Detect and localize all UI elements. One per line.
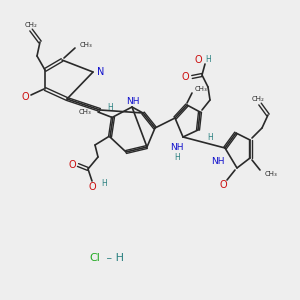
Text: NH: NH [170, 143, 184, 152]
Text: NH: NH [211, 158, 225, 166]
Text: H: H [174, 154, 180, 163]
Text: CH₂: CH₂ [252, 96, 264, 102]
Text: NH: NH [126, 98, 140, 106]
Text: CH₃: CH₃ [80, 42, 93, 48]
Text: H: H [101, 178, 107, 188]
Text: – H: – H [103, 253, 124, 263]
Text: H: H [207, 134, 213, 142]
Text: O: O [21, 92, 29, 102]
Text: O: O [194, 55, 202, 65]
Text: O: O [181, 72, 189, 82]
Text: O: O [219, 180, 227, 190]
Text: H: H [107, 103, 113, 112]
Text: H: H [205, 56, 211, 64]
Text: Cl: Cl [89, 253, 100, 263]
Text: O: O [88, 182, 96, 192]
Text: CH₃: CH₃ [78, 109, 91, 115]
Text: CH₂: CH₂ [25, 22, 38, 28]
Text: CH₃: CH₃ [195, 86, 208, 92]
Text: N: N [97, 67, 104, 77]
Text: CH₃: CH₃ [265, 171, 278, 177]
Text: O: O [68, 160, 76, 170]
